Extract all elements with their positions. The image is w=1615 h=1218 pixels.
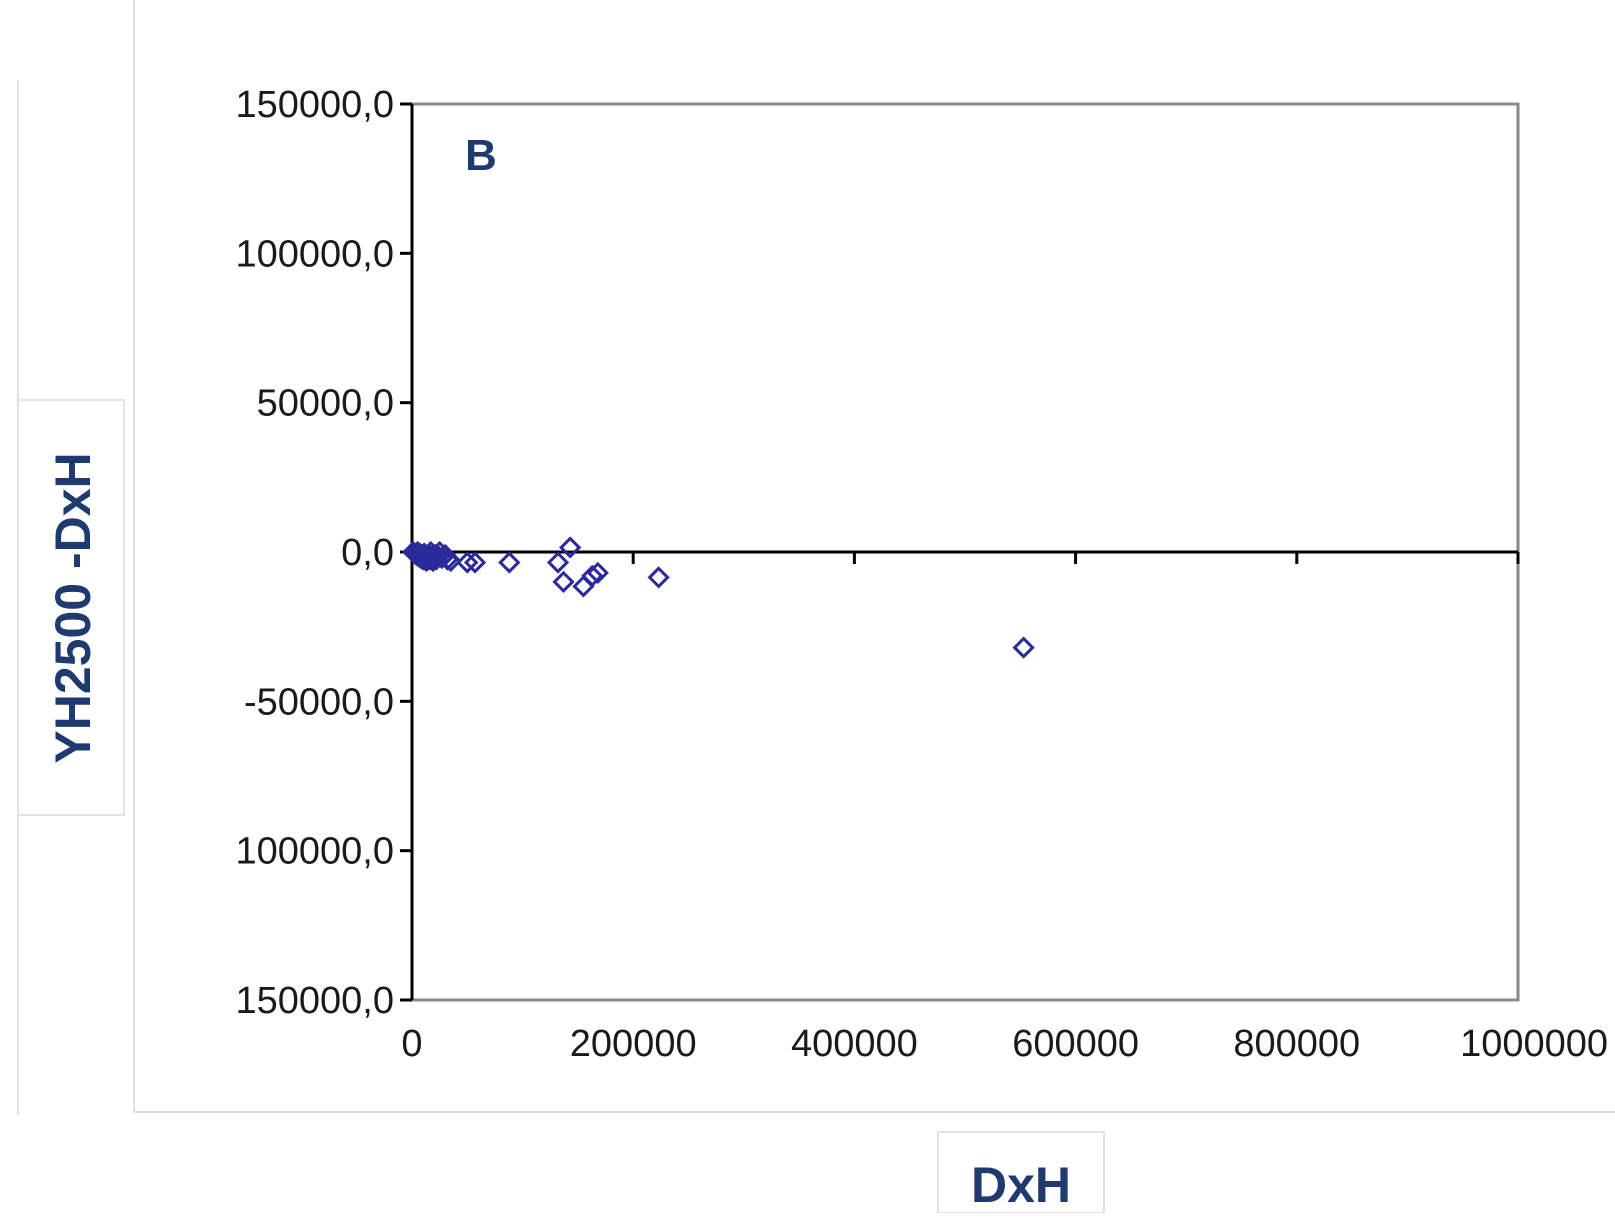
y-tick-label: 100000,0	[236, 233, 395, 275]
y-tick-label: 150000,0	[236, 84, 395, 126]
x-tick-label: 400000	[791, 1023, 918, 1065]
y-tick-label: 0,0	[341, 532, 394, 574]
x-tick-label: 0	[401, 1023, 422, 1065]
ylabel-box	[17, 399, 125, 816]
data-point-marker	[586, 561, 609, 585]
data-point-marker	[498, 551, 521, 574]
x-tick-label: 1000000	[1460, 1023, 1608, 1065]
x-tick-label: 200000	[570, 1023, 697, 1065]
data-point-marker	[1012, 636, 1035, 659]
data-point-marker	[647, 566, 670, 589]
y-tick-label: 150000,0	[236, 980, 395, 1022]
y-tick-label: 100000,0	[236, 831, 395, 873]
data-point-marker	[572, 575, 595, 598]
data-point-marker	[439, 549, 462, 573]
data-point-marker	[559, 536, 582, 559]
panel-label: B	[465, 131, 497, 180]
data-point-marker	[546, 551, 570, 574]
y-tick-label: 50000,0	[257, 383, 394, 425]
x-tick-label: 800000	[1233, 1023, 1360, 1065]
x-tick-label: 600000	[1012, 1023, 1139, 1065]
x-axis-title: DxH	[971, 1157, 1071, 1213]
y-axis-title: YH2500 -DxH	[45, 452, 101, 763]
data-point-marker	[463, 551, 487, 574]
data-point-marker	[581, 564, 604, 588]
data-point-marker	[552, 570, 575, 593]
y-tick-label: -50000,0	[244, 681, 394, 723]
data-point-marker	[456, 551, 479, 574]
